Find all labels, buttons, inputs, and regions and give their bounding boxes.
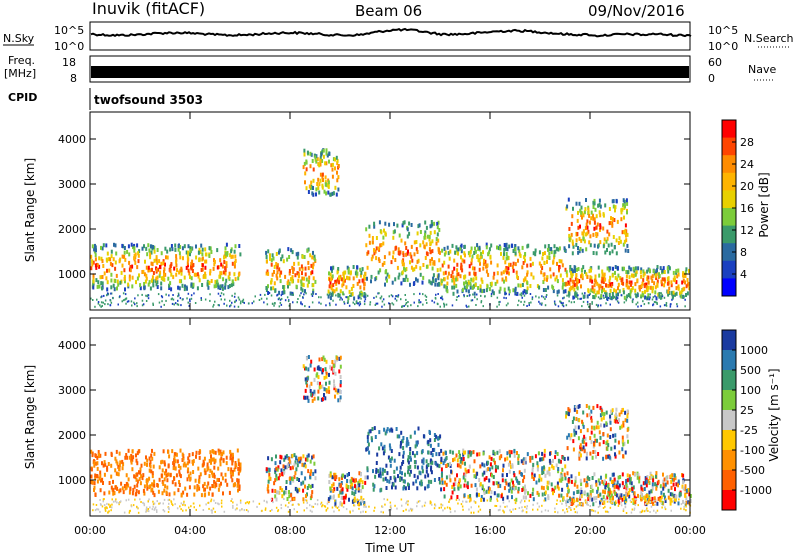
power-heatmap-panel: [90, 148, 691, 308]
velocity-colorbar-label: Velocity [m s⁻¹]: [767, 368, 781, 461]
ytick-label: 4000: [58, 133, 86, 146]
cpid-label: CPID: [8, 91, 37, 104]
ytick-label: 2000: [58, 429, 86, 442]
colorbar-tick-label: -500: [740, 464, 765, 477]
velocity-heatmap-panel: [90, 355, 692, 514]
colorbar-tick-label: 8: [740, 246, 747, 259]
nsearch-tick-bottom: 10^0: [708, 40, 738, 53]
colorbar-tick-label: 1000: [740, 344, 768, 357]
colorbar-tick-label: 24: [740, 158, 754, 171]
colorbar-tick-label: -1000: [740, 484, 772, 497]
velocity-ylabel: Slant Range [km]: [23, 365, 37, 469]
colorbar-tick-label: 20: [740, 180, 754, 193]
nave-tick-top: 60: [708, 56, 722, 69]
ytick-label: 2000: [58, 223, 86, 236]
nsearch-tick-top: 10^5: [708, 24, 738, 37]
freq-label-2: [MHz]: [4, 67, 36, 80]
xtick-label: 00:00: [674, 524, 706, 537]
date-title: 09/Nov/2016: [588, 2, 685, 20]
colorbar-tick-label: 500: [740, 364, 761, 377]
nsky-tick-top: 10^5: [54, 24, 84, 37]
beam-title: Beam 06: [355, 2, 422, 20]
colorbar-tick-label: 16: [740, 202, 754, 215]
nsky-series: [90, 27, 692, 38]
nsky-tick-bottom: 10^0: [54, 40, 84, 53]
colorbar-tick-label: 4: [740, 268, 747, 281]
ytick-label: 1000: [58, 268, 86, 281]
xtick-label: 12:00: [374, 524, 406, 537]
power-colorbar: 28 24 20 16 12 8 4: [721, 119, 754, 297]
power-colorbar-label: Power [dB]: [757, 172, 771, 237]
colorbar-tick-label: 25: [740, 404, 754, 417]
xtick-label: 00:00: [74, 524, 106, 537]
nsky-label: N.Sky: [3, 32, 35, 45]
xtick-label: 04:00: [174, 524, 206, 537]
colorbar-tick-label: -100: [740, 444, 765, 457]
station-title: Inuvik (fitACF): [92, 0, 205, 18]
nave-tick-bottom: 0: [708, 72, 715, 85]
xtick-label: 08:00: [274, 524, 306, 537]
colorbar-tick-label: 12: [740, 224, 754, 237]
cpid-value: twofsound 3503: [94, 93, 203, 107]
nsearch-label: N.Search: [744, 32, 794, 45]
freq-panel: [89, 55, 691, 83]
colorbar-tick-label: 28: [740, 136, 754, 149]
colorbar-tick-label: -25: [740, 424, 758, 437]
ytick-label: 3000: [58, 178, 86, 191]
power-ylabel: Slant Range [km]: [23, 158, 37, 262]
colorbar-tick-label: 100: [740, 384, 761, 397]
freq-series-band: [91, 66, 689, 78]
xaxis-label: Time UT: [364, 541, 415, 554]
velocity-colorbar: 1000 500 100 25 -25 -100 -500 -1000: [721, 329, 772, 511]
xtick-label: 20:00: [574, 524, 606, 537]
nave-label: Nave: [748, 63, 776, 76]
freq-tick-bottom: 8: [70, 72, 77, 85]
ytick-label: 1000: [58, 474, 86, 487]
ytick-label: 4000: [58, 339, 86, 352]
freq-label-1: Freq.: [8, 54, 35, 67]
xtick-label: 16:00: [474, 524, 506, 537]
ytick-label: 3000: [58, 384, 86, 397]
freq-tick-top: 18: [62, 56, 76, 69]
